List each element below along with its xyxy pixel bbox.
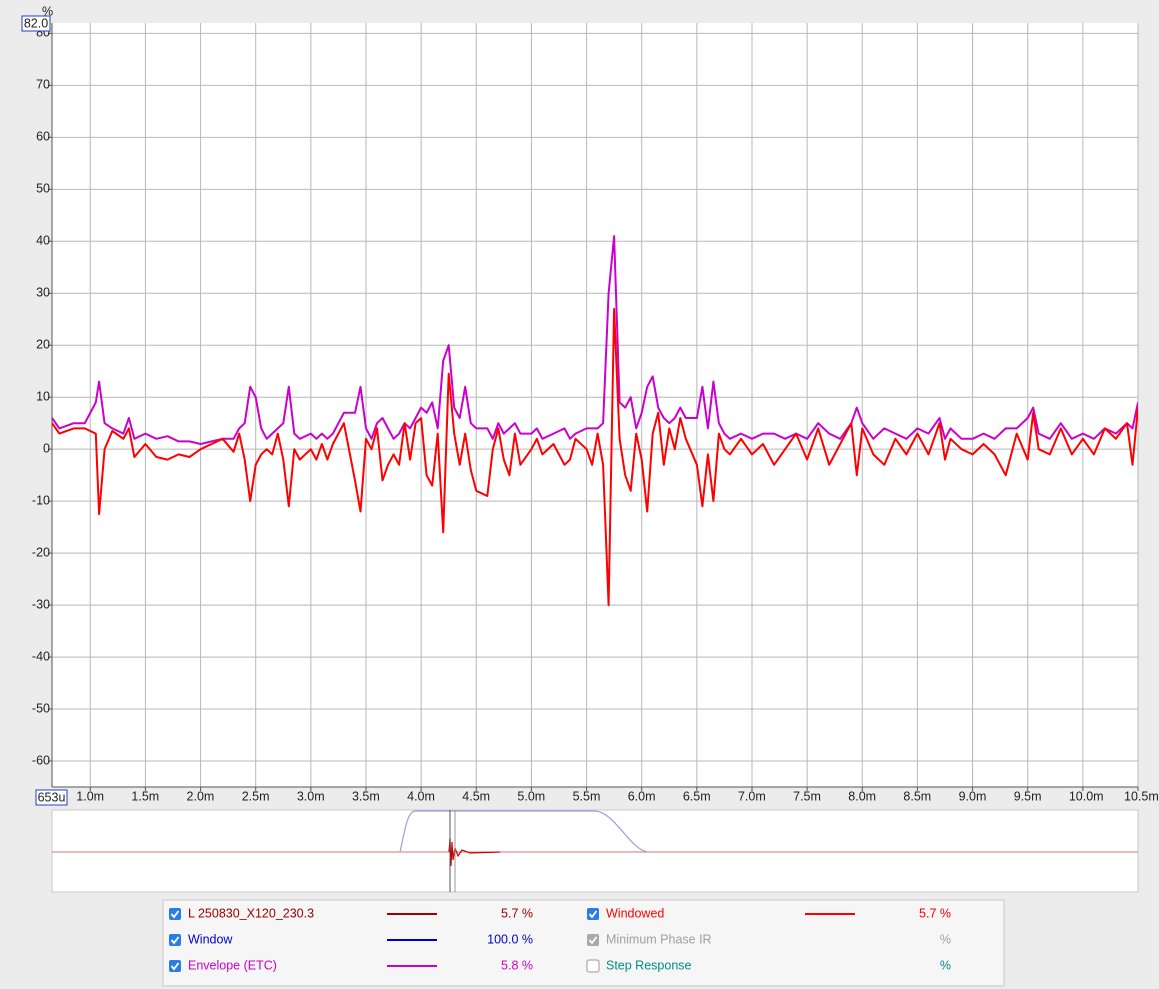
y-tick-label: 10 [36, 390, 50, 404]
y-tick-label: 20 [36, 338, 50, 352]
y-tick-label: 30 [36, 286, 50, 300]
ylim-label: 82.0 [24, 16, 48, 30]
legend-checkmark [170, 962, 180, 971]
y-tick-label: -60 [32, 753, 50, 767]
x-tick-label: 1.5m [131, 789, 159, 803]
legend-checkmark [588, 936, 598, 945]
legend-checkmark [170, 936, 180, 945]
x-tick-label: 6.5m [683, 789, 711, 803]
x-tick-label: 4.5m [462, 789, 490, 803]
xlim-box [35, 789, 68, 806]
legend-checkbox[interactable] [169, 908, 181, 920]
legend-name: Envelope (ETC) [188, 958, 277, 972]
x-tick-label: 2.0m [187, 789, 215, 803]
series-line [52, 307, 1138, 607]
y-tick-label: -40 [32, 649, 50, 663]
legend-name: Windowed [606, 906, 664, 920]
y-tick-label: -10 [32, 493, 50, 507]
y-tick-label: 50 [36, 182, 50, 196]
ylim-box [21, 15, 51, 32]
legend-readout: 5.7 % [919, 906, 951, 920]
x-tick-label: 7.5m [793, 789, 821, 803]
legend-row: Window 100.0 % [169, 932, 533, 946]
overview-frame [51, 809, 1139, 893]
legend-panel [162, 899, 1005, 987]
legend-row: Envelope (ETC) 5.8 % [169, 958, 533, 972]
y-tick-label: -20 [32, 545, 50, 559]
legend-readout: 5.7 % [501, 906, 533, 920]
plot-area [52, 23, 1138, 787]
overview-window [399, 810, 649, 853]
y-tick-label: 40 [36, 234, 50, 248]
x-tick-label: 5.5m [573, 789, 601, 803]
y-tick-label: 0 [43, 441, 50, 455]
y-tick-label: 70 [36, 78, 50, 92]
legend-checkbox[interactable] [586, 959, 600, 973]
legend-checkmark [588, 910, 598, 919]
x-tick-label: 10.5ms [1124, 789, 1159, 803]
x-tick-label: 8.5m [903, 789, 931, 803]
legend-name: Step Response [606, 958, 692, 972]
legend-row: Minimum Phase IR% [587, 932, 951, 946]
y-axis-label: % [42, 4, 53, 18]
x-tick-label: 8.0m [848, 789, 876, 803]
legend-checkbox[interactable] [169, 960, 181, 972]
x-tick-label: 2.5m [242, 789, 270, 803]
legend-row: Windowed 5.7 % [587, 906, 951, 920]
x-tick-label: 7.0m [738, 789, 766, 803]
legend-row: Step Response% [586, 958, 951, 973]
y-tick-label: -50 [32, 701, 50, 715]
x-tick-label: 9.5m [1014, 789, 1042, 803]
y-tick-label: 60 [36, 130, 50, 144]
xlim-label: 653u [38, 790, 66, 804]
legend-name: Minimum Phase IR [606, 932, 712, 946]
overview-pane [51, 809, 1139, 893]
series-line [52, 235, 1138, 445]
legend-readout: 100.0 % [487, 932, 533, 946]
legend-readout: 5.8 % [501, 958, 533, 972]
legend-readout: % [940, 958, 951, 972]
y-tick-label: -30 [32, 597, 50, 611]
legend-checkbox[interactable] [587, 934, 599, 946]
legend-checkbox[interactable] [587, 908, 599, 920]
x-tick-label: 9.0m [959, 789, 987, 803]
legend-name: Window [188, 932, 233, 946]
legend-row: L 250830_X120_230.3 5.7 % [169, 906, 533, 920]
x-tick-label: 6.0m [628, 789, 656, 803]
legend-readout: % [940, 932, 951, 946]
legend-checkbox[interactable] [169, 934, 181, 946]
x-tick-label: 5.0m [517, 789, 545, 803]
x-tick-label: 3.0m [297, 789, 325, 803]
legend-checkmark [170, 910, 180, 919]
x-tick-label: 4.0m [407, 789, 435, 803]
x-tick-label: 1.0m [76, 789, 104, 803]
x-tick-label: 10.0m [1069, 789, 1104, 803]
legend-name: L 250830_X120_230.3 [188, 906, 314, 920]
x-tick-label: 3.5m [352, 789, 380, 803]
